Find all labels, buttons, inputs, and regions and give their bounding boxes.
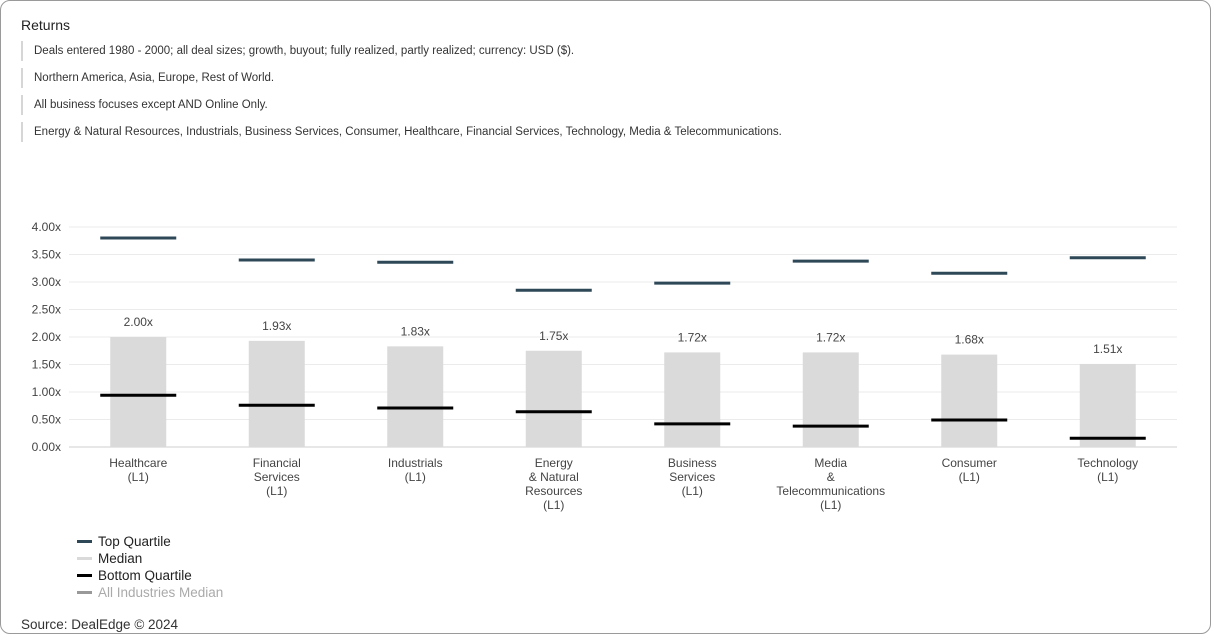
x-tick-label-line: Consumer xyxy=(942,456,997,470)
x-tick-label: Technology (L1) xyxy=(1077,456,1138,484)
x-tick-label-line: (L1) xyxy=(405,470,426,484)
legend-label: All Industries Median xyxy=(98,585,224,600)
x-tick-label-line: (L1) xyxy=(682,484,703,498)
y-tick-label: 2.50x xyxy=(32,303,61,317)
x-tick-label-line: & xyxy=(827,470,835,484)
x-tick-label-line: (L1) xyxy=(959,470,980,484)
top-quartile-swatch xyxy=(77,540,92,543)
filter-deals: Deals entered 1980 - 2000; all deal size… xyxy=(21,41,782,61)
median-value-label: 1.72x xyxy=(816,330,845,344)
legend-bottom-quartile[interactable]: Bottom Quartile xyxy=(77,567,223,584)
x-tick-label: Financial Services (L1) xyxy=(253,456,301,498)
median-bars xyxy=(110,337,1136,447)
median-bar[interactable] xyxy=(248,340,305,447)
median-value-label: 1.83x xyxy=(401,324,430,338)
median-bar[interactable] xyxy=(802,352,859,447)
x-tick-label: Energy & Natural Resources (L1) xyxy=(525,456,582,512)
legend-median[interactable]: Median xyxy=(77,550,223,567)
y-tick-label: 0.50x xyxy=(32,413,61,427)
x-tick-label-line: Business xyxy=(668,456,717,470)
median-bar[interactable] xyxy=(664,352,721,447)
median-bar[interactable] xyxy=(1079,363,1136,447)
filter-business-focus: All business focuses except AND Online O… xyxy=(21,95,782,115)
x-tick-label-line: Healthcare xyxy=(109,456,167,470)
x-tick-label-line: Services xyxy=(254,470,300,484)
x-tick-label-line: (L1) xyxy=(820,498,841,512)
x-tick-label: Consumer (L1) xyxy=(942,456,997,484)
bottom-quartile-swatch xyxy=(77,574,92,577)
y-tick-label: 4.00x xyxy=(32,220,61,234)
median-value-label: 1.68x xyxy=(955,333,984,347)
y-axis: 0.00x 0.50x 1.00x 1.50x 2.00x 2.50x 3.00x 3.50x… xyxy=(32,220,61,454)
x-tick-label-line: (L1) xyxy=(543,498,564,512)
median-value-label: 1.75x xyxy=(539,329,568,343)
x-tick-label: Business Services (L1) xyxy=(668,456,717,498)
median-value-label: 1.72x xyxy=(678,330,707,344)
median-bar[interactable] xyxy=(110,337,167,447)
median-value-label: 1.51x xyxy=(1093,342,1122,356)
all-industries-median-swatch xyxy=(77,591,92,594)
grid-lines xyxy=(69,226,1177,448)
panel-title: Returns xyxy=(21,17,71,33)
y-tick-label: 2.00x xyxy=(32,330,61,344)
source-note: Source: DealEdge © 2024 xyxy=(21,617,179,632)
x-tick-label-line: Telecommunications xyxy=(776,484,885,498)
filter-regions: Northern America, Asia, Europe, Rest of … xyxy=(21,68,782,88)
bottom-quartile-marks xyxy=(100,393,1146,440)
chart-legend: Top Quartile Median Bottom Quartile All … xyxy=(77,533,223,601)
x-tick-label-line: Resources xyxy=(525,484,582,498)
x-tick-label-line: Industrials xyxy=(388,456,443,470)
median-value-label: 1.93x xyxy=(262,319,291,333)
legend-label: Median xyxy=(98,551,143,566)
legend-label: Top Quartile xyxy=(98,534,171,549)
x-tick-label: Media & Telecommunications (L1) xyxy=(776,456,885,512)
y-tick-label: 1.50x xyxy=(32,358,61,372)
y-tick-label: 1.00x xyxy=(32,385,61,399)
x-tick-label-line: Financial xyxy=(253,456,301,470)
x-axis: Healthcare (L1)Financial Services (L1)Indus… xyxy=(109,456,1138,512)
x-tick-label-line: Energy xyxy=(535,456,573,470)
x-tick-label-line: (L1) xyxy=(128,470,149,484)
median-bar[interactable] xyxy=(525,350,582,447)
x-tick-label: Industrials (L1) xyxy=(388,456,443,484)
y-tick-label: 3.00x xyxy=(32,275,61,289)
median-value-label: 2.00x xyxy=(124,315,153,329)
legend-top-quartile[interactable]: Top Quartile xyxy=(77,533,223,550)
filter-list: Deals entered 1980 - 2000; all deal size… xyxy=(21,41,782,149)
x-tick-label: Healthcare (L1) xyxy=(109,456,167,484)
median-swatch xyxy=(77,557,92,560)
x-tick-label-line: Media xyxy=(814,456,847,470)
legend-label: Bottom Quartile xyxy=(98,568,192,583)
y-tick-label: 3.50x xyxy=(32,248,61,262)
median-value-labels: 2.00x 1.93x 1.83x 1.75x 1.72x 1.72x 1.68x 1.51x xyxy=(124,315,1123,356)
x-tick-label-line: Technology xyxy=(1077,456,1138,470)
filter-industries: Energy & Natural Resources, Industrials,… xyxy=(21,122,782,142)
top-quartile-marks xyxy=(100,236,1146,292)
median-bar[interactable] xyxy=(387,346,444,447)
x-tick-label-line: (L1) xyxy=(266,484,287,498)
median-bar[interactable] xyxy=(941,354,998,447)
returns-chart: 0.00x 0.50x 1.00x 1.50x 2.00x 2.50x 3.00x 3.50x… xyxy=(32,220,1177,512)
x-tick-label-line: & Natural xyxy=(529,470,579,484)
y-tick-label: 0.00x xyxy=(32,440,61,454)
x-tick-label-line: Services xyxy=(669,470,715,484)
x-tick-label-line: (L1) xyxy=(1097,470,1118,484)
legend-all-industries-median[interactable]: All Industries Median xyxy=(77,584,223,601)
